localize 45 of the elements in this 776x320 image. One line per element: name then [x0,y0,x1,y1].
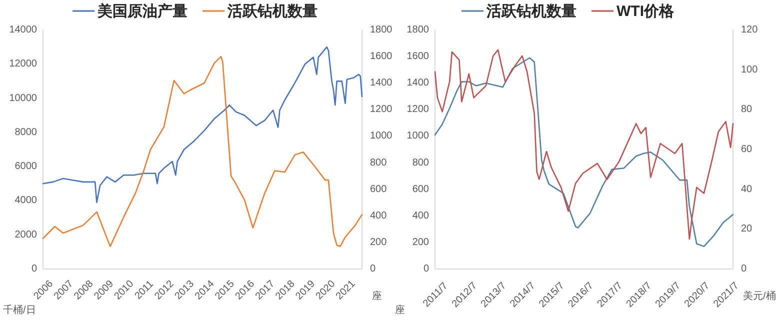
y2-tick-label: 0 [370,264,376,274]
y2-tick-label: 120 [741,24,758,36]
y-tick-label: 400 [412,210,430,222]
y2-tick-label: 1800 [370,24,393,36]
y2-tick-label: 200 [370,236,388,248]
y-axis-title: 千桶/日 [3,304,36,316]
y-tick-label: 6000 [14,161,38,172]
y-tick-label: 2000 [14,229,38,240]
y-tick-label: 200 [412,236,430,248]
legend-label: 活跃钻机数量 [486,3,576,20]
y2-tick-label: 20 [741,224,753,235]
y-tick-label: 4000 [14,195,38,206]
y-tick-label: 8000 [14,126,38,138]
legend-label: WTI价格 [616,3,675,20]
y2-tick-label: 40 [741,184,753,195]
y-tick-label: 1200 [406,104,430,116]
y-tick-label: 1600 [406,51,430,62]
line-series [42,56,363,248]
legend-label: 活跃钻机数量 [226,3,318,20]
y-tick-label: 1800 [406,24,430,36]
y2-tick-label: 400 [370,210,388,222]
y2-axis-title: 座 [372,290,382,302]
y2-tick-label: 1400 [370,78,393,89]
y2-tick-label: 100 [741,64,758,76]
y-tick-label: 14000 [9,24,38,36]
y2-tick-label: 80 [741,104,753,116]
y-tick-label: 0 [31,264,38,274]
y-tick-label: 10000 [9,92,38,104]
y-axis-title: 座 [395,304,405,316]
y2-tick-label: 0 [741,264,747,274]
y-tick-label: 1400 [406,78,430,89]
y-tick-label: 0 [423,264,430,274]
y-tick-label: 12000 [9,58,38,70]
y2-tick-label: 1200 [370,104,393,116]
y-tick-label: 800 [412,157,430,168]
y2-axis-title: 美元/桶 [743,290,776,302]
y2-tick-label: 600 [370,184,388,195]
y2-tick-label: 800 [370,157,388,168]
y-tick-label: 1000 [406,130,430,142]
line-series [42,46,363,204]
y-tick-label: 600 [412,184,430,195]
y2-tick-label: 1600 [370,51,393,62]
y2-tick-label: 60 [741,144,753,155]
legend-label: 美国原油产量 [96,2,188,20]
y2-tick-label: 1000 [370,130,393,142]
